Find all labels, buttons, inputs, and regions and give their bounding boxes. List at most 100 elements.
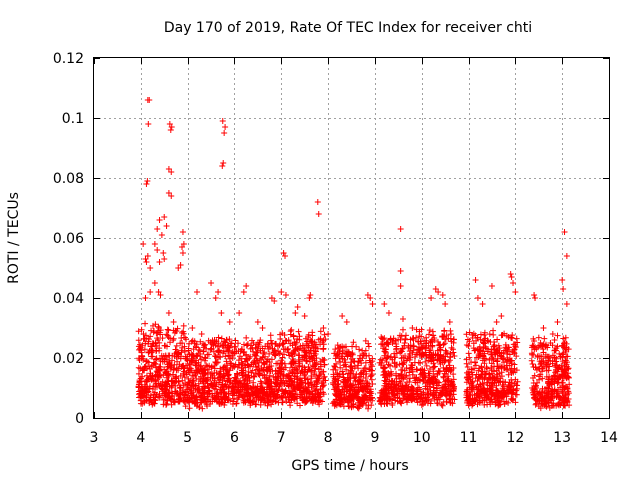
data-point <box>139 342 146 349</box>
data-point <box>232 361 239 368</box>
data-point <box>226 319 233 325</box>
data-point <box>143 372 150 379</box>
x-tick-label: 5 <box>183 430 192 446</box>
data-point <box>185 367 192 374</box>
data-point <box>192 399 199 406</box>
data-point <box>220 350 227 357</box>
data-point <box>369 363 376 370</box>
data-point <box>348 362 355 369</box>
data-point <box>162 382 169 389</box>
data-point <box>142 383 149 390</box>
data-point <box>139 373 146 380</box>
data-point <box>307 347 314 354</box>
data-point <box>135 364 142 371</box>
data-point <box>156 347 163 354</box>
data-point <box>311 359 318 366</box>
data-point <box>207 380 214 387</box>
data-point <box>348 351 355 358</box>
data-point <box>362 375 369 382</box>
x-tick-label: 4 <box>136 430 145 446</box>
data-point <box>264 340 271 347</box>
data-point <box>220 373 227 380</box>
x-tick-label: 9 <box>370 430 379 446</box>
data-point <box>446 319 453 325</box>
data-point <box>306 295 313 301</box>
data-point <box>540 325 547 331</box>
data-point <box>309 332 316 339</box>
data-point <box>402 335 409 342</box>
data-point <box>347 383 354 390</box>
data-point <box>320 346 327 353</box>
data-point <box>181 348 188 355</box>
data-point <box>494 358 501 365</box>
data-point <box>156 259 163 265</box>
data-point <box>214 389 221 396</box>
data-point <box>292 310 299 316</box>
data-point <box>210 348 217 355</box>
data-point <box>156 339 163 346</box>
data-point <box>233 400 240 407</box>
data-point <box>265 399 272 406</box>
data-point <box>142 295 149 301</box>
data-point <box>195 367 202 374</box>
data-point <box>304 376 311 383</box>
data-point <box>248 369 255 376</box>
data-point <box>278 365 285 372</box>
data-point <box>365 340 372 347</box>
data-point <box>292 364 299 371</box>
data-point <box>341 395 348 402</box>
data-point <box>187 384 194 391</box>
data-point <box>156 363 163 370</box>
data-point <box>154 335 161 342</box>
data-point <box>153 355 160 362</box>
data-point <box>171 399 178 406</box>
x-tick-label: 7 <box>277 430 286 446</box>
data-point <box>282 292 289 298</box>
data-point <box>296 336 303 343</box>
data-point <box>268 340 275 347</box>
data-point <box>135 337 142 344</box>
data-point <box>235 340 242 347</box>
data-point <box>188 357 195 364</box>
data-point <box>204 390 211 397</box>
data-point <box>290 396 297 403</box>
data-point <box>276 342 283 349</box>
data-point <box>510 280 517 286</box>
data-point <box>563 301 570 307</box>
data-point <box>294 385 301 392</box>
data-point <box>177 372 184 379</box>
data-point <box>397 226 404 232</box>
data-point <box>210 342 217 349</box>
data-point <box>263 367 270 374</box>
data-point <box>182 355 189 362</box>
data-point <box>160 401 167 408</box>
data-point <box>195 350 202 357</box>
data-point <box>233 378 240 385</box>
data-point <box>267 337 274 344</box>
data-point <box>215 334 222 341</box>
data-point <box>207 398 214 405</box>
data-point <box>302 352 309 359</box>
data-point <box>207 374 214 381</box>
data-point <box>321 331 328 338</box>
data-point <box>279 360 286 367</box>
data-point <box>415 359 422 366</box>
data-point <box>178 335 185 342</box>
data-point <box>169 357 176 364</box>
data-point <box>493 319 500 325</box>
data-point <box>220 386 227 393</box>
data-point <box>282 253 289 259</box>
data-point <box>169 392 176 399</box>
data-point <box>204 351 211 358</box>
data-point <box>140 393 147 400</box>
data-point <box>185 345 192 352</box>
data-point <box>138 326 145 333</box>
data-point <box>247 353 254 360</box>
data-point <box>295 352 302 359</box>
data-point <box>175 349 182 356</box>
data-point <box>272 367 279 374</box>
data-point <box>201 370 208 377</box>
data-point <box>200 374 207 381</box>
data-point <box>301 354 308 361</box>
data-point <box>367 388 374 395</box>
